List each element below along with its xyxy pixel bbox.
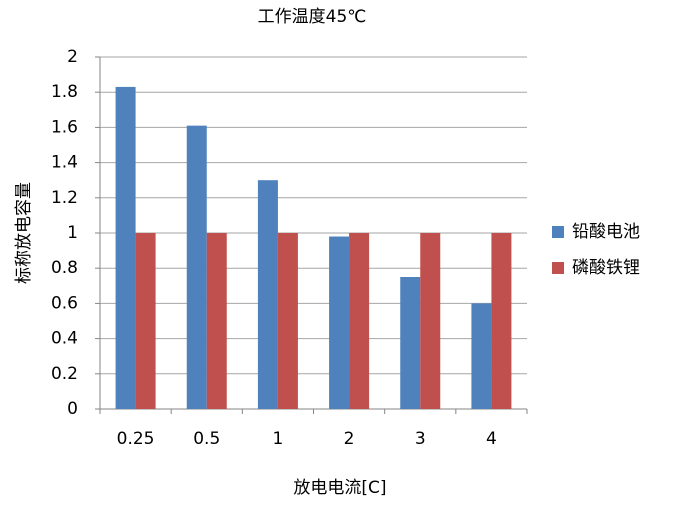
y-tick-label: 1.8 xyxy=(51,82,78,102)
bar xyxy=(329,236,350,409)
bar xyxy=(115,86,136,410)
chart-title: 工作温度45℃ xyxy=(258,7,367,27)
legend-swatch xyxy=(552,262,564,274)
x-axis-label: 放电电流[C] xyxy=(293,478,386,498)
bar xyxy=(400,277,421,409)
x-tick-label: 4 xyxy=(486,429,497,449)
bar xyxy=(349,233,370,409)
bar xyxy=(257,180,278,409)
x-tick-label: 2 xyxy=(344,429,355,449)
bar xyxy=(186,125,207,409)
bar xyxy=(471,303,492,409)
legend-swatch xyxy=(552,226,564,238)
y-tick-label: 1 xyxy=(67,223,78,243)
bar xyxy=(206,233,227,409)
y-tick-label: 0.4 xyxy=(51,329,78,349)
x-tick-label: 0.25 xyxy=(117,429,155,449)
y-tick-label: 0 xyxy=(67,399,78,419)
x-tick-label: 3 xyxy=(415,429,426,449)
bar xyxy=(491,233,512,409)
legend-label: 磷酸铁锂 xyxy=(572,258,640,278)
bar xyxy=(420,233,441,409)
legend-label: 铅酸电池 xyxy=(572,222,640,242)
y-tick-label: 0.8 xyxy=(51,258,78,278)
bar xyxy=(277,233,298,409)
x-tick-label: 1 xyxy=(273,429,284,449)
y-axis-label: 标称放电容量 xyxy=(14,182,34,284)
y-tick-label: 0.6 xyxy=(51,293,78,313)
y-tick-label: 1.6 xyxy=(51,117,78,137)
y-tick-label: 2 xyxy=(67,47,78,67)
y-tick-label: 1.2 xyxy=(51,188,78,208)
bar xyxy=(135,233,156,409)
y-tick-label: 1.4 xyxy=(51,153,78,173)
x-tick-label: 0.5 xyxy=(193,429,220,449)
y-tick-label: 0.2 xyxy=(51,364,78,384)
